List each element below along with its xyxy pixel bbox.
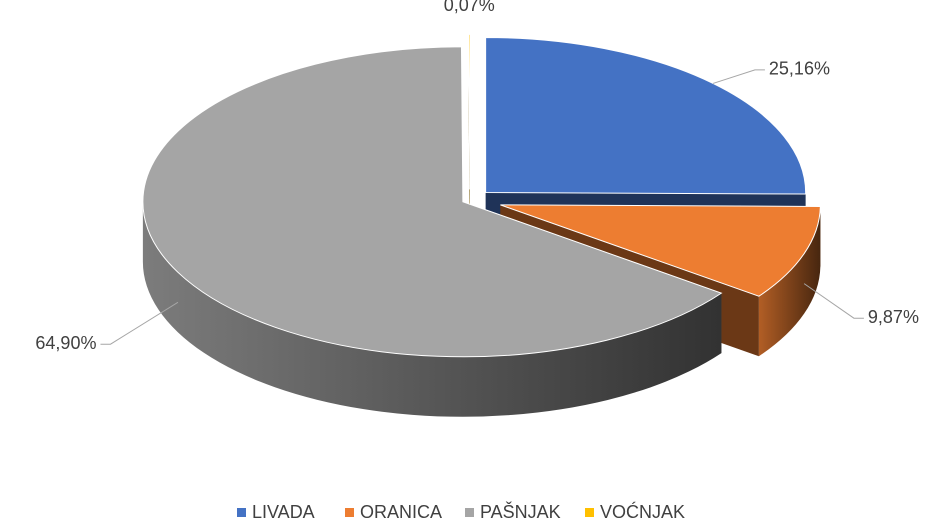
legend-swatch [237,508,246,517]
slice [500,204,821,297]
data-label: 25,16% [769,59,830,79]
leader-line [803,283,864,319]
legend-swatch [585,508,594,517]
legend-label: LIVADA [252,502,315,522]
slice [485,36,807,195]
legend-label: ORANICA [360,502,442,522]
leader-line [100,301,179,345]
leader-line [712,69,765,84]
legend-swatch [345,508,354,517]
slice-side [758,206,821,357]
slice [468,33,471,190]
legend-label: VOĆNJAK [600,501,685,522]
slice-side [142,201,722,417]
data-label: 0,07% [444,0,495,15]
legend-label: PAŠNJAK [480,501,561,522]
data-label: 64,90% [35,333,96,353]
legend-swatch [465,508,474,517]
data-label: 9,87% [868,307,919,327]
slice [142,46,723,358]
